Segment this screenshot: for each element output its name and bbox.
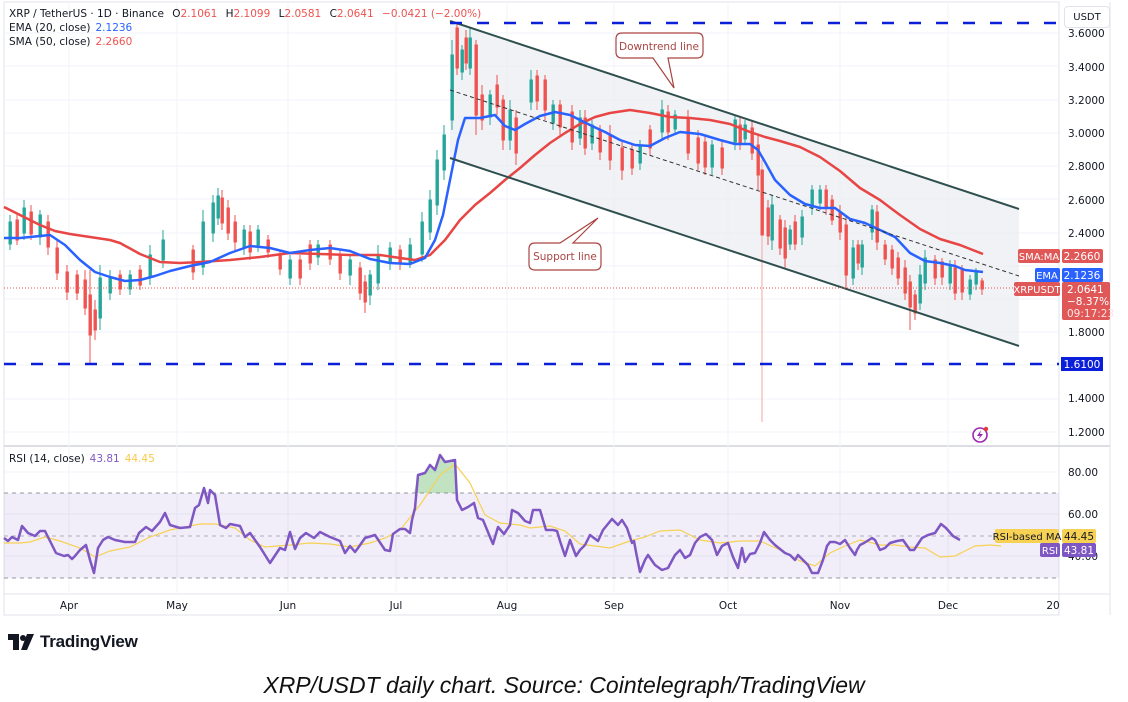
rsi-legend-value: 43.81: [89, 453, 120, 465]
time-axis[interactable]: Apr May Jun Jul Aug Sep Oct Nov Dec 20: [60, 600, 1060, 612]
price-change: −0.0421 (−2.00%): [382, 8, 482, 20]
ema-badge: EMA 2.1236: [1035, 268, 1103, 282]
svg-text:3.2000: 3.2000: [1068, 95, 1105, 107]
candlesticks: [8, 22, 984, 422]
currency-label: USDT: [1073, 11, 1101, 23]
symbol-title: XRP / TetherUS · 1D · Binance: [9, 8, 164, 20]
channel-midline: [449, 89, 1020, 277]
sma-badge: SMA:MA 2.2660: [1018, 249, 1103, 263]
svg-text:Aug: Aug: [497, 600, 518, 612]
svg-text:1.6100: 1.6100: [1064, 359, 1101, 371]
svg-text:43.81: 43.81: [1064, 545, 1094, 557]
ema-20-line: [4, 110, 984, 283]
svg-text:−8.37%: −8.37%: [1067, 296, 1109, 308]
svg-text:3.4000: 3.4000: [1068, 62, 1105, 74]
rsi-band: [4, 493, 1059, 578]
downtrend-line: [449, 20, 1020, 210]
svg-text:1.2000: 1.2000: [1068, 427, 1105, 439]
svg-text:XRPUSDT: XRPUSDT: [1013, 285, 1061, 296]
downtrend-callout: Downtrend line: [615, 32, 704, 89]
rsi-ma-badge: RSI-based MA 44.45: [993, 529, 1096, 543]
support-line: [449, 157, 1020, 347]
currency-selector[interactable]: USDT: [1064, 6, 1110, 28]
rsi-overbought-fill: [414, 455, 457, 493]
svg-text:1.4000: 1.4000: [1068, 393, 1105, 405]
sma-legend-label: SMA (50, close): [9, 36, 91, 48]
svg-text:Jul: Jul: [389, 600, 403, 612]
svg-text:May: May: [166, 600, 188, 612]
svg-text:Support line: Support line: [533, 251, 597, 263]
svg-text:2.0641: 2.0641: [1067, 284, 1104, 296]
rsi-legend[interactable]: RSI (14, close) 43.81 44.45: [9, 453, 160, 465]
svg-text:Jun: Jun: [279, 600, 296, 612]
svg-text:2.8000: 2.8000: [1068, 161, 1105, 173]
ema-legend[interactable]: EMA (20, close) 2.1236: [9, 22, 137, 34]
sma-50-line: [3, 108, 984, 265]
ohlc-low: L2.0581: [278, 8, 322, 20]
svg-text:60.00: 60.00: [1068, 509, 1098, 521]
svg-text:20: 20: [1046, 600, 1059, 612]
ema-legend-value: 2.1236: [95, 22, 133, 34]
svg-text:09:17:23: 09:17:23: [1067, 308, 1114, 320]
svg-text:80.00: 80.00: [1068, 467, 1098, 479]
tradingview-wordmark: TradingView: [40, 632, 138, 651]
svg-text:Nov: Nov: [830, 600, 851, 612]
svg-text:RSI-based MA: RSI-based MA: [993, 532, 1062, 543]
rsi-badge: RSI 43.81: [1040, 543, 1096, 557]
svg-text:Downtrend line: Downtrend line: [619, 41, 699, 53]
svg-text:SMA:MA: SMA:MA: [1019, 252, 1060, 263]
sma-legend[interactable]: SMA (50, close) 2.2660: [9, 36, 137, 48]
rsi-legend-label: RSI (14, close): [9, 453, 85, 465]
figure-caption: XRP/USDT daily chart. Source: Cointelegr…: [263, 672, 865, 698]
svg-text:Sep: Sep: [604, 600, 624, 612]
svg-text:RSI: RSI: [1042, 546, 1058, 557]
channel-fill: [450, 21, 1019, 346]
ohlc-high: H2.1099: [225, 8, 271, 20]
svg-text:Oct: Oct: [719, 600, 737, 612]
svg-text:1.8000: 1.8000: [1068, 327, 1105, 339]
symbol-legend: XRP / TetherUS · 1D · Binance O2.1061 H2…: [9, 8, 486, 20]
support-callout: Support line: [528, 217, 602, 271]
svg-text:EMA: EMA: [1036, 271, 1058, 282]
svg-text:44.45: 44.45: [1064, 531, 1094, 543]
tradingview-logo: TradingView: [8, 632, 138, 652]
svg-text:Apr: Apr: [60, 600, 79, 612]
svg-text:2.2660: 2.2660: [1064, 251, 1101, 263]
last-price-badge: XRPUSDT 2.0641 −8.37% 09:17:23: [1013, 282, 1114, 320]
rsi-line: [3, 453, 961, 575]
tradingview-logo-icon: [8, 634, 34, 650]
svg-text:3.6000: 3.6000: [1068, 28, 1105, 40]
rsi-ma-legend-value: 44.45: [124, 453, 155, 465]
ema-legend-label: EMA (20, close): [9, 22, 91, 34]
price-axis[interactable]: 3.6000 3.4000 3.2000 3.0000 2.8000 2.600…: [1068, 28, 1105, 439]
ohlc-open: O2.1061: [172, 8, 218, 20]
rsi-panel[interactable]: [3, 453, 1059, 579]
svg-text:2.6000: 2.6000: [1068, 195, 1105, 207]
svg-text:Dec: Dec: [938, 600, 959, 612]
chart-frame[interactable]: Downtrend line Support line 3.6000 3.400…: [0, 0, 1128, 618]
svg-text:3.0000: 3.0000: [1068, 128, 1105, 140]
ohlc-close: C2.0641: [329, 8, 374, 20]
svg-text:2.4000: 2.4000: [1068, 228, 1105, 240]
support-level-badge: 1.6100: [1061, 357, 1103, 371]
sma-legend-value: 2.2660: [95, 36, 133, 48]
alert-lightning-icon[interactable]: [972, 426, 989, 443]
svg-text:2.1236: 2.1236: [1064, 270, 1101, 282]
chart-canvas[interactable]: Downtrend line Support line 3.6000 3.400…: [0, 0, 1128, 618]
